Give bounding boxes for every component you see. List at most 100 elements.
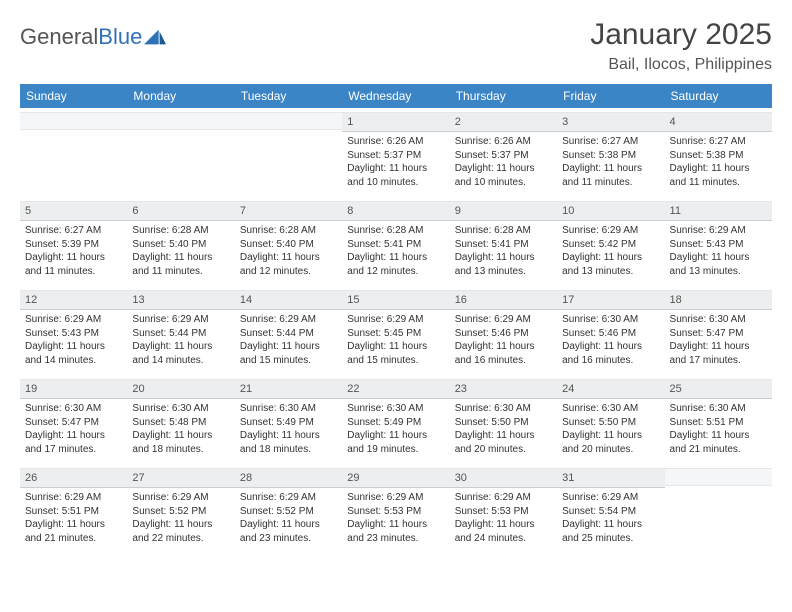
- sunrise-text: Sunrise: 6:30 AM: [132, 402, 229, 416]
- day-number: 17: [557, 290, 664, 310]
- day-cell: 4Sunrise: 6:27 AMSunset: 5:38 PMDaylight…: [665, 112, 772, 197]
- header: GeneralBlue January 2025 Bail, Ilocos, P…: [20, 18, 772, 74]
- daylight-text-1: Daylight: 11 hours: [347, 162, 444, 176]
- day-number: 12: [20, 290, 127, 310]
- daylight-text-1: Daylight: 11 hours: [25, 429, 122, 443]
- sunrise-text: Sunrise: 6:29 AM: [25, 491, 122, 505]
- day-number: 27: [127, 468, 234, 488]
- day-number: 5: [20, 201, 127, 221]
- sunset-text: Sunset: 5:53 PM: [347, 505, 444, 519]
- sunset-text: Sunset: 5:53 PM: [455, 505, 552, 519]
- logo-text-2: Blue: [98, 24, 142, 49]
- daylight-text-2: and 12 minutes.: [240, 265, 337, 279]
- day-number: 29: [342, 468, 449, 488]
- day-number: 23: [450, 379, 557, 399]
- daylight-text-2: and 14 minutes.: [25, 354, 122, 368]
- day-cell: 3Sunrise: 6:27 AMSunset: 5:38 PMDaylight…: [557, 112, 664, 197]
- day-number: 21: [235, 379, 342, 399]
- daylight-text-1: Daylight: 11 hours: [240, 429, 337, 443]
- daylight-text-2: and 13 minutes.: [455, 265, 552, 279]
- day-cell: 11Sunrise: 6:29 AMSunset: 5:43 PMDayligh…: [665, 201, 772, 286]
- day-cell: 27Sunrise: 6:29 AMSunset: 5:52 PMDayligh…: [127, 468, 234, 553]
- day-header-row: SundayMondayTuesdayWednesdayThursdayFrid…: [20, 84, 772, 108]
- sunrise-text: Sunrise: 6:29 AM: [455, 491, 552, 505]
- sunrise-text: Sunrise: 6:30 AM: [562, 313, 659, 327]
- daylight-text-2: and 18 minutes.: [240, 443, 337, 457]
- logo-text-1: General: [20, 24, 98, 49]
- daylight-text-1: Daylight: 11 hours: [132, 518, 229, 532]
- daylight-text-2: and 21 minutes.: [670, 443, 767, 457]
- day-body: Sunrise: 6:29 AMSunset: 5:44 PMDaylight:…: [235, 310, 342, 375]
- day-cell: 22Sunrise: 6:30 AMSunset: 5:49 PMDayligh…: [342, 379, 449, 464]
- day-cell: 10Sunrise: 6:29 AMSunset: 5:42 PMDayligh…: [557, 201, 664, 286]
- day-body: Sunrise: 6:29 AMSunset: 5:43 PMDaylight:…: [20, 310, 127, 375]
- day-cell: 31Sunrise: 6:29 AMSunset: 5:54 PMDayligh…: [557, 468, 664, 553]
- daylight-text-2: and 19 minutes.: [347, 443, 444, 457]
- sunset-text: Sunset: 5:51 PM: [25, 505, 122, 519]
- sunset-text: Sunset: 5:40 PM: [132, 238, 229, 252]
- day-body: Sunrise: 6:30 AMSunset: 5:49 PMDaylight:…: [342, 399, 449, 464]
- sunrise-text: Sunrise: 6:28 AM: [132, 224, 229, 238]
- day-body: Sunrise: 6:26 AMSunset: 5:37 PMDaylight:…: [342, 132, 449, 197]
- day-number: 4: [665, 112, 772, 132]
- daylight-text-2: and 24 minutes.: [455, 532, 552, 546]
- sunrise-text: Sunrise: 6:27 AM: [670, 135, 767, 149]
- day-cell: 15Sunrise: 6:29 AMSunset: 5:45 PMDayligh…: [342, 290, 449, 375]
- daylight-text-2: and 10 minutes.: [455, 176, 552, 190]
- sunrise-text: Sunrise: 6:30 AM: [25, 402, 122, 416]
- day-cell: 19Sunrise: 6:30 AMSunset: 5:47 PMDayligh…: [20, 379, 127, 464]
- week-row: 12Sunrise: 6:29 AMSunset: 5:43 PMDayligh…: [20, 290, 772, 375]
- day-header-tuesday: Tuesday: [235, 84, 342, 108]
- day-body: Sunrise: 6:29 AMSunset: 5:54 PMDaylight:…: [557, 488, 664, 553]
- day-cell: 7Sunrise: 6:28 AMSunset: 5:40 PMDaylight…: [235, 201, 342, 286]
- day-number: 30: [450, 468, 557, 488]
- page-subtitle: Bail, Ilocos, Philippines: [590, 56, 772, 74]
- daylight-text-1: Daylight: 11 hours: [562, 429, 659, 443]
- day-number: [665, 468, 772, 486]
- daylight-text-1: Daylight: 11 hours: [132, 340, 229, 354]
- day-cell: 28Sunrise: 6:29 AMSunset: 5:52 PMDayligh…: [235, 468, 342, 553]
- day-number: 20: [127, 379, 234, 399]
- day-number: 15: [342, 290, 449, 310]
- sunrise-text: Sunrise: 6:29 AM: [132, 313, 229, 327]
- sunset-text: Sunset: 5:50 PM: [455, 416, 552, 430]
- daylight-text-2: and 12 minutes.: [347, 265, 444, 279]
- day-number: 24: [557, 379, 664, 399]
- day-body: Sunrise: 6:28 AMSunset: 5:41 PMDaylight:…: [450, 221, 557, 286]
- daylight-text-1: Daylight: 11 hours: [347, 518, 444, 532]
- daylight-text-1: Daylight: 11 hours: [455, 340, 552, 354]
- day-cell: 1Sunrise: 6:26 AMSunset: 5:37 PMDaylight…: [342, 112, 449, 197]
- day-number: 14: [235, 290, 342, 310]
- sunrise-text: Sunrise: 6:29 AM: [347, 491, 444, 505]
- day-body: Sunrise: 6:29 AMSunset: 5:52 PMDaylight:…: [127, 488, 234, 553]
- daylight-text-1: Daylight: 11 hours: [240, 340, 337, 354]
- day-cell: 13Sunrise: 6:29 AMSunset: 5:44 PMDayligh…: [127, 290, 234, 375]
- day-cell: 30Sunrise: 6:29 AMSunset: 5:53 PMDayligh…: [450, 468, 557, 553]
- sunrise-text: Sunrise: 6:30 AM: [670, 402, 767, 416]
- day-body: [127, 130, 234, 188]
- day-cell: 14Sunrise: 6:29 AMSunset: 5:44 PMDayligh…: [235, 290, 342, 375]
- day-body: [235, 130, 342, 188]
- day-cell: 26Sunrise: 6:29 AMSunset: 5:51 PMDayligh…: [20, 468, 127, 553]
- title-block: January 2025 Bail, Ilocos, Philippines: [590, 18, 772, 74]
- daylight-text-1: Daylight: 11 hours: [347, 340, 444, 354]
- sunset-text: Sunset: 5:52 PM: [240, 505, 337, 519]
- daylight-text-2: and 22 minutes.: [132, 532, 229, 546]
- sunset-text: Sunset: 5:54 PM: [562, 505, 659, 519]
- sunset-text: Sunset: 5:49 PM: [347, 416, 444, 430]
- day-cell: 2Sunrise: 6:26 AMSunset: 5:37 PMDaylight…: [450, 112, 557, 197]
- sunset-text: Sunset: 5:41 PM: [347, 238, 444, 252]
- daylight-text-1: Daylight: 11 hours: [25, 340, 122, 354]
- sunrise-text: Sunrise: 6:26 AM: [347, 135, 444, 149]
- day-body: Sunrise: 6:28 AMSunset: 5:40 PMDaylight:…: [235, 221, 342, 286]
- daylight-text-1: Daylight: 11 hours: [455, 162, 552, 176]
- sunset-text: Sunset: 5:51 PM: [670, 416, 767, 430]
- sunrise-text: Sunrise: 6:28 AM: [455, 224, 552, 238]
- day-number: 19: [20, 379, 127, 399]
- sunset-text: Sunset: 5:40 PM: [240, 238, 337, 252]
- day-cell: 17Sunrise: 6:30 AMSunset: 5:46 PMDayligh…: [557, 290, 664, 375]
- sunrise-text: Sunrise: 6:29 AM: [132, 491, 229, 505]
- sunrise-text: Sunrise: 6:27 AM: [25, 224, 122, 238]
- day-body: Sunrise: 6:30 AMSunset: 5:47 PMDaylight:…: [665, 310, 772, 375]
- sunset-text: Sunset: 5:42 PM: [562, 238, 659, 252]
